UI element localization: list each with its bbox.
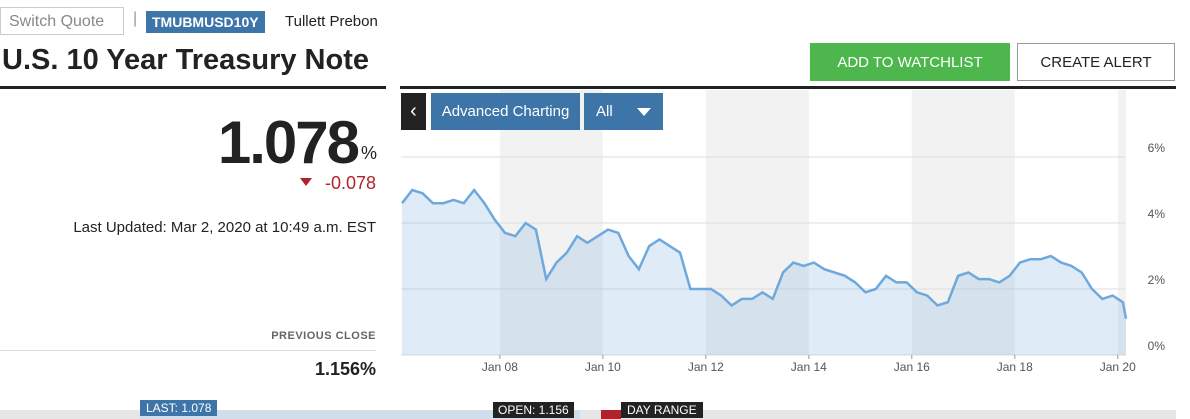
x-tick-label: Jan 14 <box>791 360 827 374</box>
title-rule <box>0 86 386 89</box>
alert-button[interactable]: CREATE ALERT <box>1017 43 1175 81</box>
watchlist-button[interactable]: ADD TO WATCHLIST <box>810 43 1010 81</box>
divider: | <box>133 10 138 27</box>
ticker: TMUBMUSD10Y <box>146 11 265 33</box>
line <box>401 187 1128 319</box>
range-caret <box>637 107 651 116</box>
y-tick-label: 2% <box>1148 273 1166 287</box>
advanced-charting-button[interactable]: Advanced Charting <box>431 93 580 130</box>
change: -0.078 <box>324 173 376 193</box>
open-flag: OPEN: 1.156 <box>493 402 574 418</box>
x-tick-label: Jan 10 <box>585 360 621 374</box>
search-placeholder: Switch Quote <box>9 13 105 30</box>
price-unit: % <box>361 143 378 163</box>
range-bar <box>0 410 1176 419</box>
x-tick-label: Jan 16 <box>894 360 930 374</box>
page-title: U.S. 10 Year Treasury Note <box>2 44 370 76</box>
area <box>402 190 1127 355</box>
day-range-marker <box>601 410 621 419</box>
y-tick-label: 4% <box>1148 207 1166 221</box>
range-fill <box>140 410 580 419</box>
y-tick-label: 0% <box>1148 339 1166 353</box>
x-tick-label: Jan 12 <box>688 360 724 374</box>
change-arrow <box>300 178 312 186</box>
chart-rule <box>400 86 1176 89</box>
previous-close: 1.156% <box>314 359 376 379</box>
collapse-button[interactable]: ‹ <box>401 93 426 130</box>
previous-close-label: PREVIOUS CLOSE <box>271 330 376 342</box>
last-updated: Last Updated: Mar 2, 2020 at 10:49 a.m. … <box>73 219 376 236</box>
day-range-flag: DAY RANGE <box>621 402 703 418</box>
x-tick-label: Jan 18 <box>997 360 1033 374</box>
range-button[interactable]: All <box>584 93 663 130</box>
range-label: All <box>596 103 613 120</box>
price: 1.078 <box>217 109 360 176</box>
x-tick-label: Jan 08 <box>482 360 518 374</box>
chart: 0% 2% 4% 6% Jan 08 Jan 10 Jan 12 Jan 14 Jan 16 Ja… <box>401 90 1166 374</box>
separator <box>0 350 376 351</box>
y-tick-label: 6% <box>1148 141 1166 155</box>
source: Tullett Prebon <box>285 13 378 30</box>
last-flag: LAST: 1.078 <box>140 400 218 416</box>
x-tick-label: Jan 20 <box>1100 360 1136 374</box>
search-box[interactable]: Switch Quote <box>0 7 124 35</box>
